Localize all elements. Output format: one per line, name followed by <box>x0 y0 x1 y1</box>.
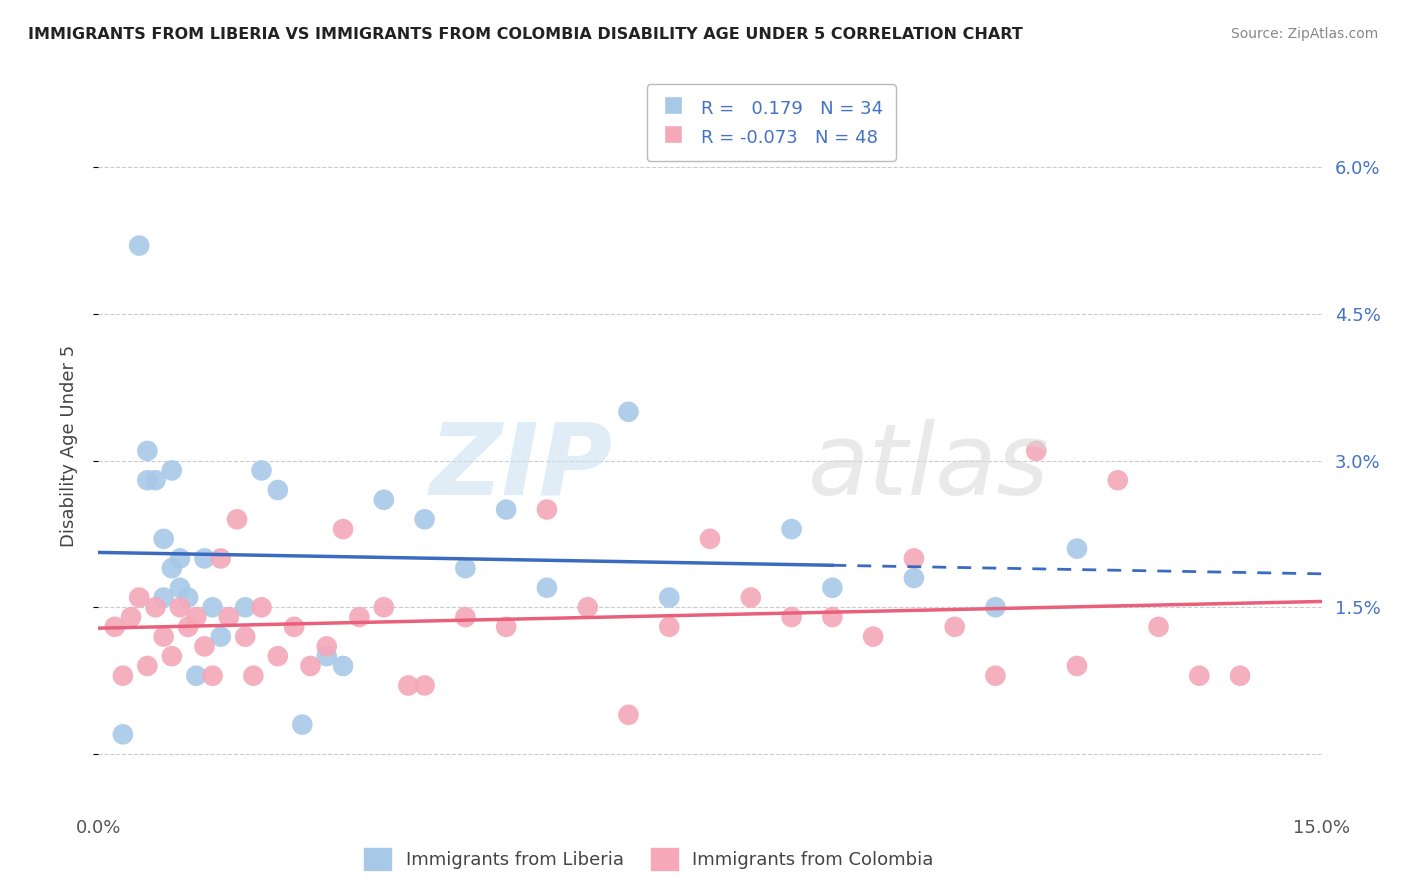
Point <box>145 600 167 615</box>
Point <box>332 522 354 536</box>
Point <box>699 532 721 546</box>
Point <box>299 659 322 673</box>
Point <box>373 492 395 507</box>
Point <box>177 591 200 605</box>
Point <box>152 591 174 605</box>
Point <box>186 669 208 683</box>
Point <box>740 591 762 605</box>
Point <box>315 640 337 654</box>
Point <box>536 502 558 516</box>
Point <box>120 610 142 624</box>
Point <box>267 649 290 664</box>
Point <box>617 405 640 419</box>
Text: atlas: atlas <box>808 419 1049 516</box>
Point <box>242 669 264 683</box>
Point <box>821 610 844 624</box>
Point <box>177 620 200 634</box>
Point <box>1188 669 1211 683</box>
Point <box>226 512 249 526</box>
Point <box>250 463 273 477</box>
Point <box>233 630 256 644</box>
Point <box>658 620 681 634</box>
Point <box>658 591 681 605</box>
Point <box>1147 620 1170 634</box>
Point <box>193 640 215 654</box>
Point <box>209 630 232 644</box>
Point <box>145 473 167 487</box>
Point <box>413 512 436 526</box>
Text: IMMIGRANTS FROM LIBERIA VS IMMIGRANTS FROM COLOMBIA DISABILITY AGE UNDER 5 CORRE: IMMIGRANTS FROM LIBERIA VS IMMIGRANTS FR… <box>28 27 1024 42</box>
Point <box>1025 443 1047 458</box>
Point <box>291 717 314 731</box>
Point <box>984 669 1007 683</box>
Point <box>1229 669 1251 683</box>
Point <box>413 678 436 692</box>
Point <box>780 522 803 536</box>
Legend: Immigrants from Liberia, Immigrants from Colombia: Immigrants from Liberia, Immigrants from… <box>356 839 942 880</box>
Point <box>984 600 1007 615</box>
Point <box>201 669 224 683</box>
Point <box>111 727 134 741</box>
Point <box>169 600 191 615</box>
Point <box>495 502 517 516</box>
Point <box>903 551 925 566</box>
Point <box>454 561 477 575</box>
Point <box>111 669 134 683</box>
Point <box>218 610 240 624</box>
Point <box>160 463 183 477</box>
Point <box>136 659 159 673</box>
Point <box>233 600 256 615</box>
Point <box>267 483 290 497</box>
Point <box>104 620 127 634</box>
Point <box>160 561 183 575</box>
Point <box>454 610 477 624</box>
Point <box>193 551 215 566</box>
Point <box>136 443 159 458</box>
Point <box>780 610 803 624</box>
Point <box>315 649 337 664</box>
Point <box>373 600 395 615</box>
Point <box>1107 473 1129 487</box>
Point <box>1066 541 1088 556</box>
Point <box>349 610 371 624</box>
Point <box>576 600 599 615</box>
Point <box>169 551 191 566</box>
Y-axis label: Disability Age Under 5: Disability Age Under 5 <box>59 345 77 547</box>
Point <box>495 620 517 634</box>
Point <box>128 591 150 605</box>
Point <box>152 630 174 644</box>
Point <box>943 620 966 634</box>
Point <box>209 551 232 566</box>
Point <box>152 532 174 546</box>
Point <box>136 473 159 487</box>
Point <box>186 610 208 624</box>
Point <box>250 600 273 615</box>
Point <box>903 571 925 585</box>
Point <box>617 707 640 722</box>
Point <box>332 659 354 673</box>
Point <box>283 620 305 634</box>
Text: Source: ZipAtlas.com: Source: ZipAtlas.com <box>1230 27 1378 41</box>
Point <box>862 630 884 644</box>
Point <box>201 600 224 615</box>
Point <box>396 678 419 692</box>
Point <box>536 581 558 595</box>
Text: ZIP: ZIP <box>429 419 612 516</box>
Point <box>160 649 183 664</box>
Point <box>128 238 150 252</box>
Point <box>1066 659 1088 673</box>
Point <box>821 581 844 595</box>
Point <box>169 581 191 595</box>
